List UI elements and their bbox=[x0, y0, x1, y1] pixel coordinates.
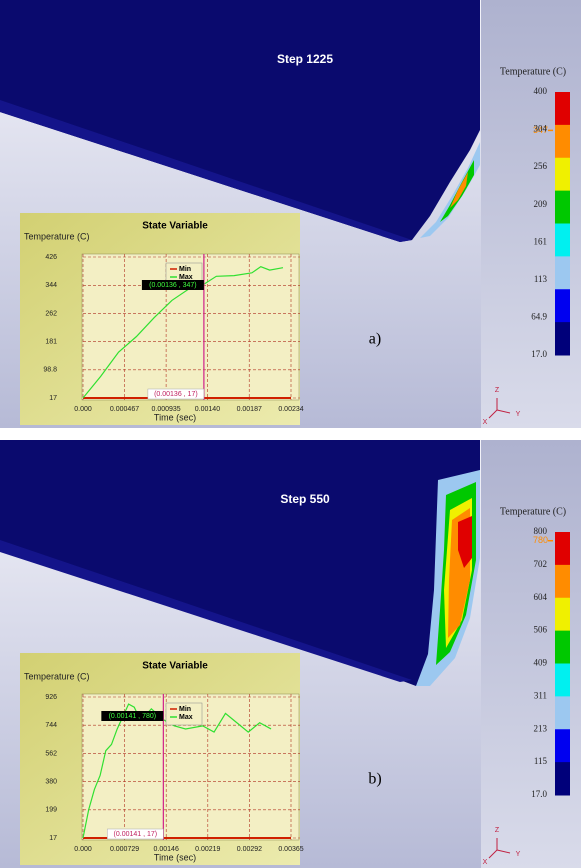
y-tick-label: 17 bbox=[49, 395, 57, 402]
y-tick-label: 426 bbox=[45, 254, 57, 261]
color-band bbox=[555, 289, 570, 322]
step-label: Step 550 bbox=[280, 492, 330, 506]
colorbar-title: Temperature (C) bbox=[500, 506, 566, 517]
y-axis-title: Temperature (C) bbox=[24, 231, 90, 241]
colorbar-tick-label: 17.0 bbox=[531, 789, 547, 799]
legend-label: Max bbox=[179, 714, 193, 721]
colorbar-tick-label: 304 bbox=[534, 124, 548, 134]
colorbar-tick-label: 209 bbox=[534, 199, 548, 209]
y-tick-label: 344 bbox=[45, 282, 57, 289]
colorbar-marker: 780 bbox=[533, 535, 548, 545]
triad-y: Y bbox=[516, 411, 521, 418]
legend-label: Min bbox=[179, 706, 191, 713]
triad-x: X bbox=[483, 859, 488, 866]
color-band bbox=[555, 565, 570, 598]
x-tick-label: 0.000935 bbox=[152, 406, 181, 413]
y-tick-label: 181 bbox=[45, 338, 57, 345]
color-band bbox=[555, 696, 570, 729]
panel-label: b) bbox=[368, 771, 381, 788]
color-band bbox=[555, 322, 570, 355]
colorbar-tick-label: 161 bbox=[534, 236, 548, 246]
panel-label: a) bbox=[369, 331, 381, 348]
y-tick-label: 744 bbox=[45, 722, 57, 729]
colorbar-tick-label: 256 bbox=[534, 161, 548, 171]
color-band bbox=[555, 191, 570, 224]
colorbar-tick-label: 702 bbox=[534, 559, 548, 569]
x-tick-label: 0.000467 bbox=[110, 406, 139, 413]
color-band bbox=[555, 729, 570, 762]
x-tick-label: 0.00234 bbox=[278, 406, 303, 413]
legend-label: Max bbox=[179, 274, 193, 281]
colorbar-title: Temperature (C) bbox=[500, 66, 566, 77]
cursor-time: (0.00141 , 17) bbox=[114, 831, 158, 838]
y-tick-label: 262 bbox=[45, 310, 57, 317]
color-band bbox=[555, 92, 570, 125]
x-tick-label: 0.000 bbox=[74, 406, 92, 413]
color-band bbox=[555, 158, 570, 191]
colorbar-tick-label: 506 bbox=[534, 625, 548, 635]
colorbar-tick-label: 17.0 bbox=[531, 349, 547, 359]
x-tick-label: 0.00146 bbox=[154, 846, 179, 853]
colorbar-tick-label: 409 bbox=[534, 658, 548, 668]
colorbar-tick-label: 64.9 bbox=[531, 311, 547, 321]
y-tick-label: 380 bbox=[45, 779, 57, 786]
x-tick-label: 0.000 bbox=[74, 846, 92, 853]
x-tick-label: 0.00187 bbox=[237, 406, 262, 413]
color-band bbox=[555, 631, 570, 664]
y-axis-title: Temperature (C) bbox=[24, 671, 90, 681]
color-band bbox=[555, 532, 570, 565]
colorbar-tick-label: 115 bbox=[534, 756, 548, 766]
y-tick-label: 199 bbox=[45, 807, 57, 814]
color-band bbox=[555, 256, 570, 289]
color-band bbox=[555, 224, 570, 257]
color-band bbox=[555, 762, 570, 795]
triad-y: Y bbox=[516, 851, 521, 858]
colorbar-tick-label: 113 bbox=[534, 274, 548, 284]
color-band bbox=[555, 664, 570, 697]
plot-title: State Variable bbox=[142, 221, 208, 232]
y-tick-label: 17 bbox=[49, 835, 57, 842]
x-tick-label: 0.00140 bbox=[195, 406, 220, 413]
legend-label: Min bbox=[179, 266, 191, 273]
cursor-value: (0.00141 , 780) bbox=[109, 713, 156, 720]
colorbar-tick-label: 213 bbox=[534, 723, 548, 733]
triad-z: Z bbox=[495, 827, 500, 834]
color-band bbox=[555, 125, 570, 158]
triad-x: X bbox=[483, 419, 488, 426]
y-tick-label: 98.8 bbox=[43, 367, 57, 374]
colorbar-tick-label: 311 bbox=[534, 690, 547, 700]
x-axis-title: Time (sec) bbox=[154, 412, 196, 422]
cursor-value: (0.00136 , 347) bbox=[149, 282, 196, 289]
y-tick-label: 926 bbox=[45, 694, 57, 701]
x-tick-label: 0.00365 bbox=[278, 846, 303, 853]
y-tick-label: 562 bbox=[45, 750, 57, 757]
triad-z: Z bbox=[495, 387, 500, 394]
colorbar-tick-label: 400 bbox=[534, 86, 548, 96]
x-tick-label: 0.00219 bbox=[195, 846, 220, 853]
step-label: Step 1225 bbox=[277, 52, 333, 66]
x-tick-label: 0.00292 bbox=[237, 846, 262, 853]
colorbar-tick-label: 604 bbox=[534, 592, 548, 602]
color-band bbox=[555, 598, 570, 631]
cursor-time: (0.00136 , 17) bbox=[154, 391, 198, 398]
x-axis-title: Time (sec) bbox=[154, 852, 196, 862]
plot-title: State Variable bbox=[142, 661, 208, 672]
x-tick-label: 0.000729 bbox=[110, 846, 139, 853]
figure: {"panels":[ {"label":"a)","step":"Step 1… bbox=[0, 0, 581, 868]
